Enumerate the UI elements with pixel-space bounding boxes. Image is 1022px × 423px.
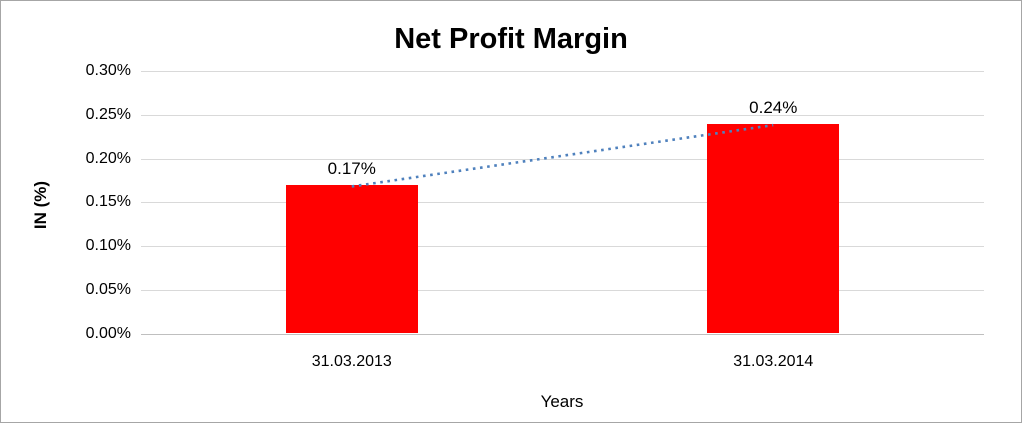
y-tick-label: 0.05%	[85, 281, 131, 298]
y-axis-title: IN (%)	[31, 180, 50, 230]
y-tick-label: 0.30%	[85, 62, 131, 79]
x-axis-line	[141, 334, 984, 335]
gridline	[141, 71, 984, 72]
gridline	[141, 246, 984, 247]
x-tick-label: 31.03.2014	[733, 353, 814, 370]
y-tick-label: 0.15%	[85, 193, 131, 210]
bar-value-label: 0.24%	[749, 97, 798, 117]
bar-31.03.2013	[285, 184, 418, 333]
y-tick-label: 0.00%	[85, 325, 131, 342]
trend-line	[351, 123, 774, 188]
gridline	[141, 290, 984, 291]
x-axis-title: Years	[540, 392, 584, 411]
bar-value-label: 0.17%	[327, 158, 376, 178]
x-tick-label: 31.03.2013	[311, 353, 392, 370]
gridline	[141, 115, 984, 116]
plot-area: 0.17% 0.24%	[141, 71, 984, 335]
y-tick-label: 0.20%	[85, 150, 131, 167]
y-tick-label: 0.10%	[85, 237, 131, 254]
bar-31.03.2014	[707, 123, 840, 333]
gridline	[141, 159, 984, 160]
chart-title: Net Profit Margin	[394, 23, 628, 55]
gridline	[141, 202, 984, 203]
y-tick-label: 0.25%	[85, 106, 131, 123]
